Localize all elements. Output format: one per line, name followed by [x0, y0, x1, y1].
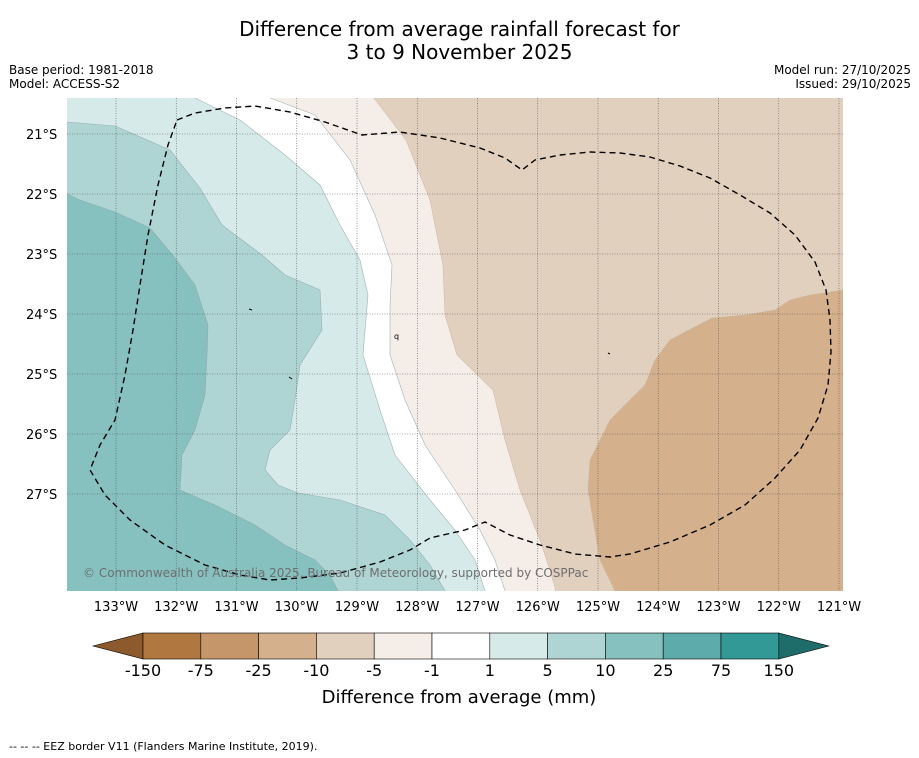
colorbar-segment — [258, 632, 317, 660]
longitude-labels: 133°W 132°W 131°W 130°W 129°W 128°W 127°W 126°W… — [94, 600, 861, 615]
map-gridlines — [67, 98, 843, 591]
copyright-text: © Commonwealth of Australia 2025, Bureau… — [83, 566, 588, 580]
contour-band-minus25-to-minus10 — [588, 290, 843, 591]
colorbar-segment — [489, 632, 548, 660]
colorbar-tick-label: 25 — [653, 661, 673, 680]
colorbar-segment — [142, 632, 202, 660]
colorbar-extend-high — [778, 632, 830, 660]
colorbar-segment — [720, 632, 780, 660]
longitude-label: 132°W — [154, 600, 198, 615]
island-mark — [248, 308, 253, 311]
latitude-label: 21°S — [26, 128, 57, 143]
colorbar — [91, 632, 830, 660]
longitude-label: 125°W — [576, 600, 620, 615]
colorbar-tick-label: -10 — [303, 661, 329, 680]
latitude-label: 27°S — [26, 488, 57, 503]
colorbar-segment — [431, 632, 491, 660]
title-line-2: 3 to 9 November 2025 — [346, 40, 573, 64]
issued-text: Issued: 29/10/2025 — [795, 77, 911, 91]
footnote: -- -- -- EEZ border V11 (Flanders Marine… — [9, 740, 318, 753]
colorbar-tick-label: 75 — [711, 661, 731, 680]
colorbar-tick-label: -5 — [366, 661, 382, 680]
colorbar-tick-label: -75 — [188, 661, 214, 680]
colorbar-segment — [547, 632, 606, 660]
longitude-label: 126°W — [516, 600, 560, 615]
colorbar-tick-label: 10 — [595, 661, 615, 680]
meta-right: Model run: 27/10/2025 Issued: 29/10/2025 — [774, 63, 911, 91]
latitude-label: 23°S — [26, 248, 57, 263]
longitude-label: 130°W — [275, 600, 319, 615]
colorbar-tick-label: -1 — [424, 661, 440, 680]
map-area: q © Commonwealth of Australia 2025, Bure… — [67, 98, 843, 591]
meta-left: Base period: 1981-2018 Model: ACCESS-S2 — [9, 63, 154, 91]
island-mark — [607, 352, 611, 355]
latitude-label: 24°S — [26, 308, 57, 323]
eez-border — [89, 105, 832, 581]
colorbar-segment — [200, 632, 259, 660]
colorbar-segment — [662, 632, 722, 660]
longitude-label: 128°W — [395, 600, 439, 615]
longitude-label: 122°W — [757, 600, 801, 615]
model-run-text: Model run: 27/10/2025 — [773, 63, 911, 77]
colorbar-segment — [605, 632, 664, 660]
contour-lines-dry — [373, 98, 843, 591]
island-label: q — [394, 332, 399, 341]
longitude-label: 121°W — [817, 600, 861, 615]
colorbar-tick-label: 1 — [485, 661, 495, 680]
colorbar-segment — [373, 632, 433, 660]
contour-lines — [67, 98, 506, 591]
longitude-label: 127°W — [455, 600, 499, 615]
island-mark — [288, 376, 293, 380]
latitude-label: 26°S — [26, 428, 57, 443]
latitude-label: 22°S — [26, 188, 57, 203]
colorbar-segment — [316, 632, 375, 660]
title-line-1: Difference from average rainfall forecas… — [239, 17, 680, 41]
contour-band-10-to-25 — [67, 194, 338, 591]
longitude-label: 131°W — [214, 600, 258, 615]
colorbar-tick-label: -150 — [125, 661, 161, 680]
base-period-text: Base period: 1981-2018 — [9, 63, 154, 77]
latitude-label: 25°S — [26, 368, 57, 383]
colorbar-tick-label: 150 — [764, 661, 795, 680]
colorbar-tick-label: -25 — [246, 661, 272, 680]
longitude-label: 124°W — [636, 600, 680, 615]
colorbar-label: Difference from average (mm) — [322, 687, 597, 708]
colorbar-extend-low — [91, 632, 144, 660]
longitude-label: 123°W — [696, 600, 740, 615]
longitude-label: 129°W — [335, 600, 379, 615]
latitude-labels: 21°S 22°S 23°S 24°S 25°S 26°S 27°S — [26, 128, 57, 503]
chart-title: Difference from average rainfall forecas… — [0, 18, 919, 64]
longitude-label: 133°W — [94, 600, 138, 615]
colorbar-tick-label: 5 — [543, 661, 553, 680]
model-text: Model: ACCESS-S2 — [9, 77, 121, 91]
colorbar-tick-labels: -150 -75 -25 -10 -5 -1 1 5 10 25 75 150 — [125, 661, 794, 680]
